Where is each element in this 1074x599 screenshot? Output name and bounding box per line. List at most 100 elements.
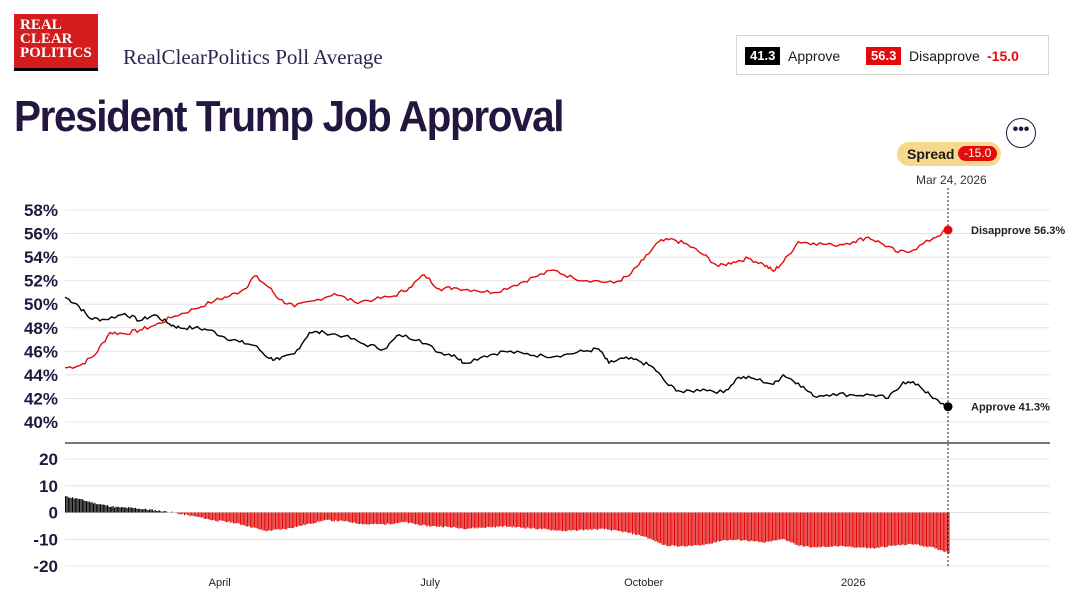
spread-bar <box>388 512 390 524</box>
spread-bar <box>403 512 405 522</box>
spread-bar <box>710 512 712 544</box>
spread-bar <box>522 512 524 528</box>
logo-line-2: CLEAR <box>20 31 73 47</box>
spread-bar <box>686 512 688 547</box>
spread-bar <box>517 512 519 527</box>
spread-bar <box>431 512 433 526</box>
spread-bar <box>189 512 191 517</box>
spread-bar <box>142 509 144 513</box>
more-options-button[interactable]: ••• <box>1006 118 1036 148</box>
spread-bar <box>135 507 137 513</box>
upper-y-tick-label: 54% <box>24 248 58 267</box>
spread-bar <box>805 512 807 547</box>
spread-label: Spread <box>907 146 955 162</box>
spread-bar <box>258 512 260 530</box>
spread-bar <box>312 512 314 524</box>
spread-bar <box>539 512 541 529</box>
spread-bar <box>818 512 820 547</box>
spread-bar <box>839 512 841 546</box>
spread-bar <box>903 512 905 546</box>
spread-bar <box>653 512 655 540</box>
spread-bar <box>476 512 478 529</box>
spread-bar <box>885 512 887 548</box>
spread-bar <box>620 512 622 532</box>
spread-bar <box>714 512 716 543</box>
spread-bar <box>914 512 916 545</box>
spread-bar <box>566 512 568 532</box>
spread-bar <box>591 512 593 531</box>
spread-bar <box>671 512 673 546</box>
spread-bar <box>773 512 775 541</box>
spread-bar <box>872 512 874 549</box>
spread-bar <box>100 504 102 513</box>
spread-bar <box>780 512 782 540</box>
legend-spread-value: -15.0 <box>987 48 1019 64</box>
spread-bar <box>742 512 744 541</box>
spread-bar <box>394 512 396 524</box>
spread-bar <box>623 512 625 532</box>
lower-y-tick-label: 0 <box>49 504 58 523</box>
spread-bar <box>466 512 468 529</box>
spread-bar <box>814 512 816 548</box>
spread-bar <box>317 512 319 522</box>
spread-bar <box>763 512 765 543</box>
spread-bar <box>118 506 120 513</box>
spread-bar <box>487 512 489 528</box>
spread-bar <box>452 512 454 527</box>
spread-bar <box>223 512 225 521</box>
spread-bar <box>333 512 335 522</box>
spread-bar <box>515 512 517 528</box>
spread-bar <box>863 512 865 548</box>
spread-bar <box>849 512 851 547</box>
spread-bar <box>531 512 533 529</box>
spread-bar <box>646 512 648 537</box>
spread-bar <box>776 512 778 541</box>
spread-bar <box>338 512 340 522</box>
spread-bar <box>97 504 99 513</box>
spread-bar <box>301 512 303 526</box>
spread-bar <box>753 512 755 542</box>
spread-bar <box>366 512 368 525</box>
spread-bar <box>534 512 536 529</box>
approve-end-label: Approve 41.3% <box>971 402 1050 414</box>
rcp-logo[interactable]: REAL CLEAR POLITICS <box>14 14 98 71</box>
spread-bar <box>409 512 411 523</box>
x-axis: April July October 2026 <box>209 577 866 589</box>
spread-bar <box>854 512 856 548</box>
spread-bar <box>769 512 771 542</box>
spread-bar <box>658 512 660 544</box>
spread-bar <box>346 512 348 521</box>
spread-bar <box>195 512 197 517</box>
page-title: President Trump Job Approval <box>14 92 565 141</box>
spread-bar <box>538 512 540 530</box>
spread-bar <box>732 512 734 541</box>
spread-bar <box>619 512 621 531</box>
spread-bar <box>101 504 103 513</box>
spread-bar <box>868 512 870 548</box>
spread-bar <box>95 504 97 513</box>
spread-bar <box>207 512 209 520</box>
spread-bar <box>434 512 436 526</box>
spread-bar <box>154 510 156 513</box>
spread-bar <box>368 512 370 525</box>
spread-bar <box>734 512 736 540</box>
spread-bar <box>198 512 200 517</box>
spread-bar <box>507 512 509 527</box>
spread-bar <box>870 512 872 549</box>
spread-bar <box>672 512 674 545</box>
spread-bar <box>602 512 604 529</box>
spread-bar <box>675 512 677 546</box>
spread-bar <box>942 512 944 552</box>
spread-bar <box>184 512 186 516</box>
spread-bar <box>144 508 146 513</box>
spread-bar <box>528 512 530 529</box>
spread-bar <box>374 512 376 524</box>
spread-bar <box>370 512 372 524</box>
spread-bar <box>853 512 855 548</box>
spread-bar <box>336 512 338 522</box>
spread-bar <box>556 512 558 531</box>
spread-bar <box>308 512 310 524</box>
spread-bar <box>535 512 537 530</box>
upper-y-tick-label: 42% <box>24 389 58 408</box>
